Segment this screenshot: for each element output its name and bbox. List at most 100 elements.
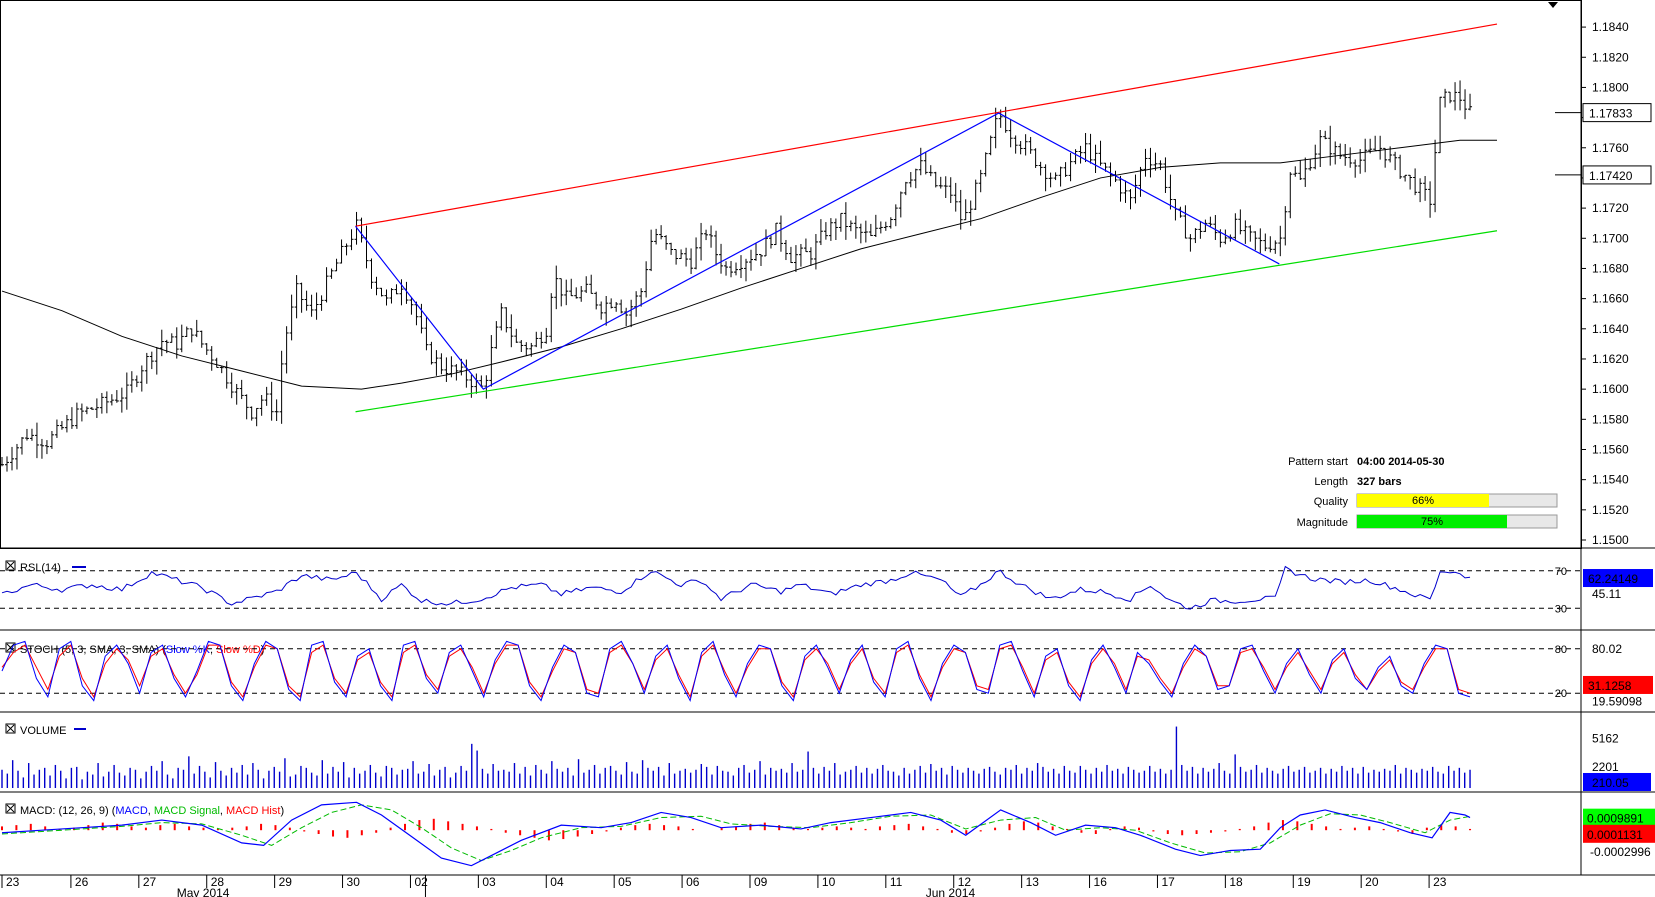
x-tick-label: 30 [347, 875, 361, 889]
stoch-d-legend: Slow %D [216, 644, 261, 656]
x-tick-label: 04 [550, 875, 564, 889]
moving-average-line [1, 139, 1497, 390]
last-price-label: 1.17833 [1589, 107, 1633, 121]
stoch-panel: STOCH (5, 3, SMA, 3, SMA) (Slow %K, Slow… [0, 640, 1653, 709]
price-tick-label: 1.1620 [1592, 352, 1629, 366]
volume-tick-label: 2201 [1592, 760, 1619, 774]
x-tick-label: 17 [1161, 875, 1175, 889]
x-tick-label: 20 [1365, 875, 1379, 889]
stoch-current-box [1583, 675, 1653, 694]
price-tick-label: 1.1580 [1592, 412, 1629, 426]
x-tick-label: 18 [1229, 875, 1243, 889]
x-tick-label: 10 [822, 875, 836, 889]
macd-current-box [1583, 808, 1655, 827]
macd-panel: MACD: (12, 26, 9) (MACD, MACD Signal, MA… [1, 801, 1655, 867]
stoch-level-label: 80 [1555, 644, 1567, 656]
magnitude-label: Magnitude [1297, 517, 1348, 529]
magnitude-bar-fill [1357, 515, 1507, 528]
pattern-zigzag [355, 112, 1280, 390]
quality-value: 66% [1412, 495, 1434, 507]
price-tick-label: 1.1520 [1592, 503, 1629, 517]
macd-signal-box [1583, 824, 1655, 843]
length-value: 327 bars [1357, 476, 1402, 488]
x-tick-label: 28 [211, 875, 225, 889]
x-tick-label: 23 [1433, 875, 1447, 889]
x-tick-label: 11 [890, 875, 903, 889]
volume-tick-label: 5162 [1592, 731, 1619, 745]
month-label: May 2014 [177, 886, 230, 897]
rsi-current-box [1583, 569, 1653, 588]
x-tick-label: 02 [414, 875, 428, 889]
price-tick-label: 1.1760 [1592, 141, 1629, 155]
rsi-other-label: 45.11 [1592, 587, 1621, 601]
volume-current-box [1583, 772, 1651, 791]
stoch-tick-label: 80.02 [1592, 642, 1622, 656]
price-tick-label: 1.1540 [1592, 473, 1629, 487]
x-tick-label: 26 [75, 875, 89, 889]
rsi-title: RSI (14) [20, 562, 61, 574]
x-tick-label: 12 [958, 875, 972, 889]
ma-value-box [1582, 165, 1652, 185]
x-tick-label: 29 [279, 875, 293, 889]
month-label: Jun 2014 [926, 886, 976, 897]
price-tick-label: 1.1560 [1592, 442, 1629, 456]
rsi-series [1, 565, 1471, 610]
x-tick-label: 13 [1026, 875, 1040, 889]
x-tick-label: 06 [686, 875, 700, 889]
price-tick-label: 1.1660 [1592, 292, 1629, 306]
macd-hist-legend: MACD Hist [226, 805, 280, 817]
stoch-k-legend: Slow %K [166, 644, 211, 656]
price-tick-label: 1.1800 [1592, 80, 1629, 94]
x-tick-label: 09 [754, 875, 768, 889]
volume-current-label: 210.05 [1592, 776, 1629, 790]
price-axis: 1.18401.18201.18001.17801.17601.17401.17… [1581, 20, 1629, 547]
price-tick-label: 1.1640 [1592, 322, 1629, 336]
pattern-info: Pattern start 04:00 2014-05-30 Length 32… [1288, 456, 1558, 529]
x-tick-label: 27 [143, 875, 157, 889]
rsi-level-label: 70 [1555, 566, 1567, 578]
price-markers: 1.17833 1.17420 [1555, 103, 1652, 185]
length-label: Length [1314, 476, 1348, 488]
macd-signal-legend: MACD Signal [154, 805, 220, 817]
macd-current-label: 0.0009891 [1587, 812, 1644, 826]
trend-channel [355, 23, 1498, 413]
rsi-level-label: 30 [1555, 603, 1567, 615]
stoch-k-series [1, 640, 1471, 703]
stoch-level-label: 20 [1555, 688, 1567, 700]
x-tick-label: 16 [1094, 875, 1108, 889]
volume-panel: VOLUME 5162 2201 210.05 [1, 723, 1651, 791]
channel-upper-line [355, 23, 1498, 227]
quality-label: Quality [1314, 496, 1349, 508]
price-tick-label: 1.1600 [1592, 382, 1629, 396]
last-price-box [1582, 103, 1652, 123]
macd-other-label: -0.0002996 [1590, 845, 1651, 859]
stoch-current-label: 31.1258 [1588, 679, 1632, 693]
x-tick-label: 23 [6, 875, 20, 889]
x-axis: 23 26 27 28 29 30 02 03 04 05 06 09 10 11 12 13 16 17 18 19… [1, 875, 1447, 897]
price-tick-label: 1.1840 [1592, 20, 1629, 34]
price-tick-label: 1.1700 [1592, 231, 1629, 245]
price-bars [0, 80, 1473, 472]
magnitude-value: 75% [1421, 516, 1443, 528]
zigzag-series [355, 112, 1280, 390]
macd-series [1, 801, 1471, 867]
stoch-other-label: 19.59098 [1592, 695, 1642, 709]
x-tick-label: 05 [618, 875, 632, 889]
ma-value-label: 1.17420 [1589, 169, 1633, 183]
x-tick-label: 19 [1297, 875, 1311, 889]
channel-lower-line [355, 230, 1498, 413]
stoch-title: STOCH (5, 3, SMA, 3, SMA) (Slow %K, Slow… [20, 644, 264, 656]
pattern-start-value: 04:00 2014-05-30 [1357, 456, 1444, 468]
price-tick-label: 1.1720 [1592, 201, 1629, 215]
moving-average-series [1, 139, 1497, 390]
volume-title: VOLUME [20, 725, 66, 737]
scroll-marker-icon[interactable] [1548, 2, 1558, 8]
price-tick-label: 1.1500 [1592, 533, 1629, 547]
macd-signal-label: 0.0001131 [1587, 828, 1643, 842]
pattern-start-label: Pattern start [1288, 456, 1348, 468]
macd-legend: MACD [115, 805, 147, 817]
x-tick-label: 03 [482, 875, 496, 889]
macd-title: MACD: (12, 26, 9) (MACD, MACD Signal, MA… [20, 805, 284, 817]
